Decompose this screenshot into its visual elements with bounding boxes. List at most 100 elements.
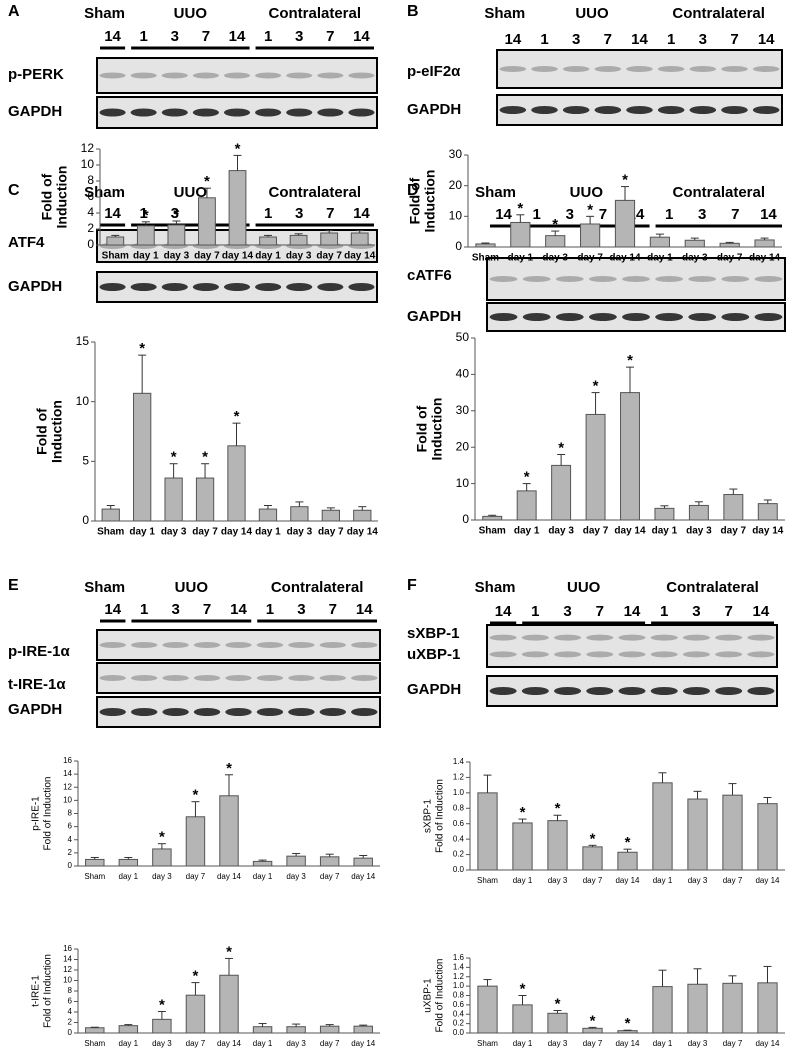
band: [622, 276, 650, 282]
y-tick-label: 20: [456, 439, 470, 453]
significance-marker: *: [139, 340, 145, 357]
x-tick-label: day 14: [351, 872, 376, 881]
lane-label: 1: [531, 603, 539, 620]
error-bar: [264, 234, 273, 237]
lane-label: 3: [171, 205, 179, 222]
error-bar: [763, 499, 772, 504]
x-tick-label: day 7: [316, 251, 342, 262]
bar: [585, 413, 606, 521]
y-tick-label: 0: [87, 237, 94, 251]
y-tick-label: 0.6: [453, 1000, 465, 1009]
bar: [547, 1012, 568, 1034]
significance-marker: *: [625, 1015, 631, 1032]
blot-label: p-eIF2α: [407, 63, 461, 80]
bar: [195, 477, 215, 522]
lane-label: 7: [326, 28, 334, 45]
band: [531, 106, 558, 114]
bar: [290, 506, 309, 522]
y-axis-label: t-IRE-1: [31, 975, 42, 1007]
bar: [252, 860, 273, 867]
lane-label: 14: [760, 206, 777, 223]
y-tick-label: 10: [81, 157, 95, 171]
x-tick-label: day 1: [119, 1039, 139, 1048]
significance-marker: *: [226, 943, 232, 960]
lane-label: 14: [624, 603, 641, 620]
error-bar: [263, 504, 272, 510]
bar: [228, 170, 247, 246]
y-tick-label: 0.0: [453, 865, 465, 874]
y-axis-label: Fold of Induction: [435, 779, 446, 853]
y-axis-label: Fold of: [407, 177, 423, 224]
error-bar: [763, 796, 772, 804]
x-tick-label: day 14: [351, 1039, 376, 1048]
band: [99, 708, 126, 716]
x-tick-label: day 1: [514, 526, 540, 537]
blot-label: p-IRE-1α: [8, 643, 71, 660]
band: [255, 108, 282, 117]
error-bar: [693, 790, 702, 800]
x-tick-label: day 14: [609, 253, 641, 264]
lane-label: 14: [495, 603, 512, 620]
x-tick-label: day 1: [253, 1039, 273, 1048]
band: [554, 651, 582, 658]
bar: [620, 392, 640, 521]
lane-label: 14: [229, 28, 246, 45]
group-label: Contralateral: [269, 184, 362, 201]
x-tick-label: day 14: [749, 253, 781, 264]
error-bar: [522, 483, 531, 491]
significance-marker: *: [520, 804, 526, 821]
y-tick-label: 1.0: [453, 788, 465, 797]
band: [655, 313, 684, 321]
x-tick-label: day 7: [721, 526, 747, 537]
blot: [96, 662, 381, 694]
y-tick-label: 6: [68, 822, 73, 831]
panel-letter: D: [407, 182, 419, 199]
band: [586, 634, 614, 641]
x-tick-label: day 7: [583, 1039, 603, 1048]
x-tick-label: day 7: [577, 253, 603, 264]
lane-label: 7: [724, 603, 732, 620]
error-bar: [728, 783, 737, 796]
bar: [512, 1004, 533, 1034]
band: [255, 283, 282, 291]
bar: [722, 794, 743, 871]
error-bar: [201, 463, 210, 479]
bar: [547, 820, 568, 871]
band: [747, 634, 775, 641]
band: [348, 108, 375, 117]
bar: [353, 857, 373, 867]
x-tick-label: day 1: [653, 876, 673, 885]
band: [521, 687, 549, 695]
y-tick-label: 6: [87, 189, 94, 203]
band: [554, 687, 582, 695]
y-axis-label: Fold of: [414, 405, 430, 452]
band: [286, 72, 313, 79]
y-tick-label: 12: [63, 965, 72, 974]
band: [626, 106, 653, 114]
lane-label: 1: [660, 603, 668, 620]
x-tick-label: day 1: [513, 1039, 533, 1048]
band: [193, 675, 221, 681]
error-bar: [124, 1024, 133, 1026]
y-axis-label: Fold of Induction: [43, 954, 54, 1028]
error-bar: [551, 230, 560, 236]
x-tick-label: day 7: [192, 527, 218, 538]
band: [489, 313, 518, 321]
bar: [652, 782, 673, 871]
band: [130, 675, 158, 681]
bar: [722, 982, 743, 1034]
y-tick-label: 1.6: [453, 953, 465, 962]
band: [586, 687, 614, 695]
band: [286, 108, 313, 117]
lane-label: 3: [295, 28, 303, 45]
error-bar: [763, 965, 772, 983]
group-label: UUO: [567, 579, 601, 596]
error-bar: [660, 505, 669, 509]
x-tick-label: day 7: [723, 876, 743, 885]
band: [688, 276, 717, 282]
band: [531, 66, 558, 72]
group-label: Sham: [84, 579, 125, 596]
blot-label: cATF6: [407, 267, 452, 284]
x-tick-label: day 7: [583, 876, 603, 885]
error-bar: [655, 233, 664, 238]
